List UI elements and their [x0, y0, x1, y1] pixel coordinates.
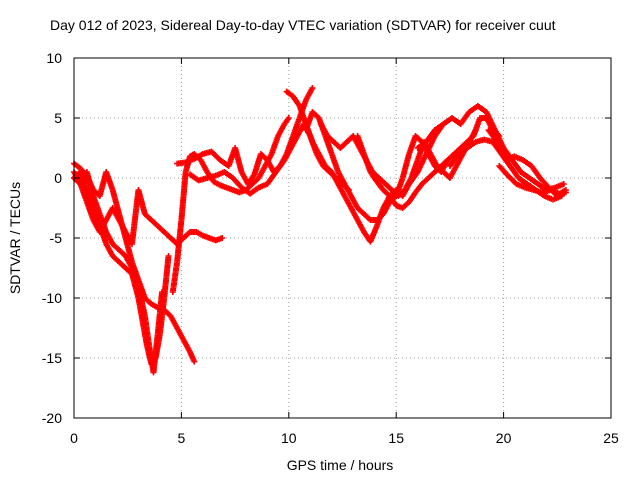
x-axis-label: GPS time / hours [287, 457, 394, 473]
x-tick-label: 20 [496, 430, 512, 446]
y-tick-label: 5 [54, 110, 62, 126]
data-point-marker [285, 115, 292, 121]
data-point-marker [309, 85, 316, 91]
y-tick-label: 10 [46, 50, 62, 66]
x-axis-ticks: 0 5 10 15 20 25 [70, 58, 619, 446]
y-axis-label: SDTVAR / TECUs [7, 182, 23, 294]
y-tick-label: -15 [42, 350, 62, 366]
y-axis-ticks: -20 -15 -10 -5 0 5 10 [42, 50, 611, 426]
plot-area [71, 85, 569, 376]
x-tick-label: 0 [70, 430, 78, 446]
data-point-marker [191, 358, 198, 365]
data-point-marker [165, 253, 172, 259]
series-track-12 [414, 103, 567, 193]
data-point-marker [219, 235, 226, 241]
x-tick-label: 25 [603, 430, 619, 446]
y-tick-label: 0 [54, 170, 62, 186]
chart-title: Day 012 of 2023, Sidereal Day-to-day VTE… [50, 17, 556, 33]
series-track-11 [354, 115, 503, 211]
series-track-5 [169, 115, 292, 295]
series-track-15 [496, 163, 569, 197]
data-point-marker [560, 181, 567, 187]
y-tick-label: -20 [42, 410, 62, 426]
y-tick-label: -10 [42, 290, 62, 306]
series-track-4 [71, 169, 166, 376]
data-point-marker [159, 289, 166, 295]
x-tick-label: 5 [178, 430, 186, 446]
series-track-9 [302, 109, 451, 223]
x-tick-label: 10 [281, 430, 297, 446]
x-tick-label: 15 [388, 430, 404, 446]
data-point-marker [562, 187, 569, 193]
series-track-14 [485, 127, 569, 199]
y-tick-label: -5 [50, 230, 63, 246]
series-track-8 [283, 88, 447, 245]
